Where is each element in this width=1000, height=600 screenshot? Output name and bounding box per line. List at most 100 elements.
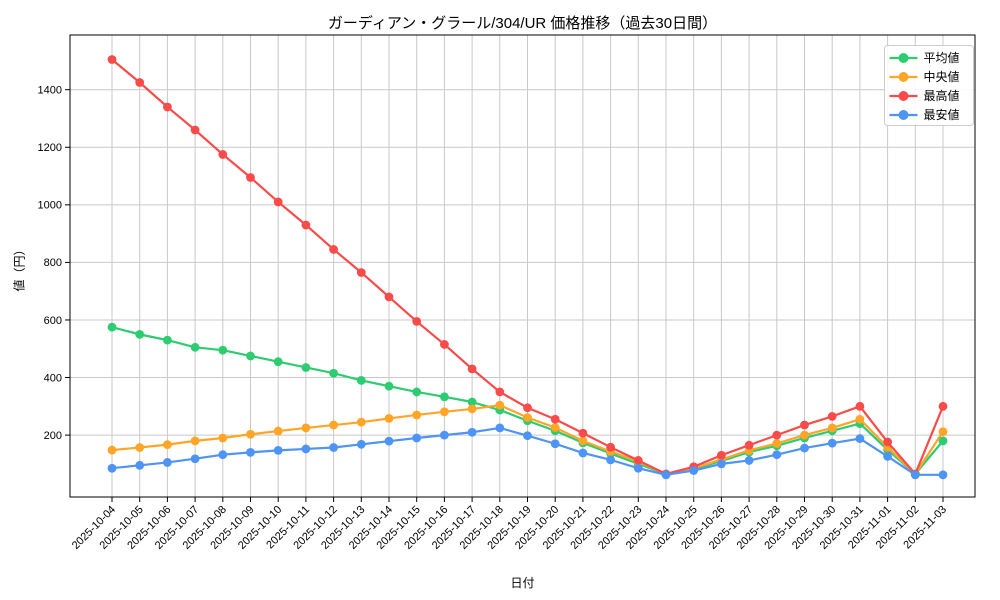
series-marker-max xyxy=(190,125,200,135)
series-marker-min xyxy=(467,427,477,437)
series-marker-median xyxy=(495,400,505,410)
series-marker-min xyxy=(827,438,837,448)
series-marker-median xyxy=(190,436,200,446)
series-marker-max xyxy=(578,428,588,438)
series-marker-max xyxy=(356,268,366,277)
series-marker-max xyxy=(467,364,477,374)
series-marker-max xyxy=(412,317,422,326)
series-marker-min xyxy=(578,448,588,458)
y-tick-label: 400 xyxy=(44,372,62,384)
series-marker-max xyxy=(744,440,754,450)
series-marker-max xyxy=(246,173,255,182)
series-marker-median xyxy=(938,427,948,437)
series-marker-median xyxy=(412,410,422,420)
series-marker-median xyxy=(218,433,228,443)
series-marker-min xyxy=(356,439,366,449)
series-marker-median xyxy=(356,417,366,427)
series-marker-min xyxy=(910,470,920,480)
series-marker-max xyxy=(883,437,892,447)
series-marker-max xyxy=(329,245,338,254)
series-marker-min xyxy=(661,470,671,480)
series-marker-min xyxy=(246,447,255,457)
series-marker-median xyxy=(440,407,449,417)
series-marker-max xyxy=(135,78,145,87)
series-marker-max xyxy=(550,414,560,424)
series-marker-min xyxy=(523,431,532,441)
series-marker-median xyxy=(273,426,283,436)
series-marker-avg xyxy=(412,387,422,397)
legend-label-median: 中央値 xyxy=(924,69,960,84)
y-tick-label: 800 xyxy=(44,257,62,269)
series-marker-min xyxy=(495,423,505,433)
series-marker-max xyxy=(384,292,394,302)
series-marker-min xyxy=(301,444,311,454)
series-marker-max xyxy=(218,150,228,159)
series-marker-min xyxy=(717,459,726,469)
series-marker-median xyxy=(107,445,117,455)
series-marker-max xyxy=(800,420,809,430)
series-marker-min xyxy=(606,455,615,465)
series-marker-max xyxy=(606,442,615,452)
series-marker-avg xyxy=(301,363,311,372)
series-marker-min xyxy=(107,463,117,473)
y-tick-label: 1400 xyxy=(38,84,62,96)
series-marker-min xyxy=(135,460,145,470)
series-marker-avg xyxy=(938,436,948,446)
series-marker-min xyxy=(855,434,865,443)
series-marker-median xyxy=(523,413,532,422)
legend-marker-max xyxy=(898,91,909,101)
series-marker-max xyxy=(523,403,532,413)
series-marker-median xyxy=(301,423,311,433)
series-marker-median xyxy=(467,404,477,414)
series-marker-median xyxy=(384,414,394,423)
chart-title: ガーディアン・グラール/304/UR 価格推移（過去30日間） xyxy=(327,15,718,32)
series-marker-max xyxy=(440,340,449,349)
y-tick-label: 200 xyxy=(44,430,62,442)
series-marker-min xyxy=(633,463,643,473)
series-marker-avg xyxy=(218,345,228,355)
series-marker-max xyxy=(938,401,948,411)
legend-label-max: 最高値 xyxy=(924,88,960,103)
series-marker-avg xyxy=(135,329,145,339)
x-axis-label: 日付 xyxy=(510,576,535,590)
series-marker-median xyxy=(550,423,560,433)
series-marker-min xyxy=(440,430,449,440)
series-marker-median xyxy=(246,429,255,439)
y-tick-label: 600 xyxy=(44,315,62,327)
series-marker-avg xyxy=(329,368,338,378)
series-marker-avg xyxy=(440,392,449,402)
series-marker-min xyxy=(550,439,560,449)
series-marker-min xyxy=(384,436,394,446)
series-marker-min xyxy=(744,456,754,465)
series-marker-avg xyxy=(356,376,366,385)
series-marker-min xyxy=(938,470,948,480)
y-tick-label: 1200 xyxy=(38,142,62,154)
series-marker-median xyxy=(578,436,588,446)
series-marker-min xyxy=(883,452,892,461)
series-marker-avg xyxy=(107,322,117,332)
legend-marker-avg xyxy=(898,53,909,63)
series-marker-median xyxy=(855,414,865,424)
legend-marker-min xyxy=(898,110,909,120)
series-marker-avg xyxy=(246,351,255,361)
series-marker-min xyxy=(800,443,809,453)
series-marker-median xyxy=(163,440,172,450)
series-marker-min xyxy=(689,466,699,475)
series-marker-min xyxy=(273,445,283,455)
series-marker-min xyxy=(218,450,228,460)
legend-box xyxy=(884,45,974,126)
legend-marker-median xyxy=(898,72,909,82)
series-marker-median xyxy=(772,439,782,448)
series-marker-max xyxy=(717,450,726,460)
series-marker-min xyxy=(163,458,172,467)
series-marker-median xyxy=(135,443,145,452)
series-marker-min xyxy=(329,443,338,452)
series-marker-max xyxy=(163,102,172,112)
y-tick-label: 1000 xyxy=(38,200,62,212)
series-marker-max xyxy=(273,197,283,207)
series-marker-min xyxy=(772,450,782,460)
series-marker-max xyxy=(107,55,117,64)
series-marker-min xyxy=(412,433,422,443)
